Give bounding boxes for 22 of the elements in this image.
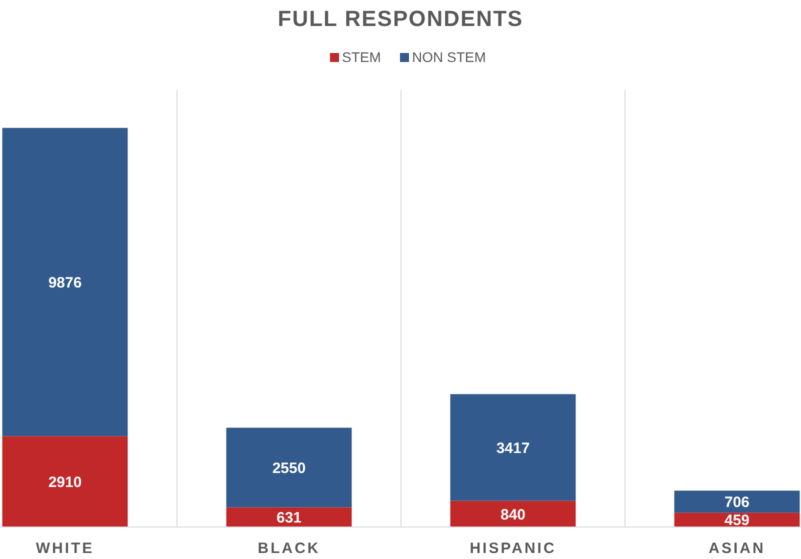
bar xyxy=(226,428,352,508)
x-tick-label: ASIAN xyxy=(708,540,766,557)
data-label: 631 xyxy=(276,510,302,527)
bar xyxy=(226,507,352,527)
bar xyxy=(450,394,576,501)
data-label: 459 xyxy=(724,512,750,530)
data-label: 2910 xyxy=(48,474,82,491)
bar xyxy=(2,128,128,436)
bar xyxy=(674,490,800,513)
bar xyxy=(450,500,576,527)
bar xyxy=(2,436,128,527)
data-label: 9876 xyxy=(48,274,82,292)
data-label: 840 xyxy=(500,506,526,524)
x-tick-label: WHITE xyxy=(36,540,94,557)
data-label: 2550 xyxy=(272,460,306,477)
legend-label: STEM xyxy=(342,49,381,65)
chart-title: FULL RESPONDENTS xyxy=(278,6,524,31)
data-label: 706 xyxy=(724,494,750,512)
legend-label: NON STEM xyxy=(412,49,486,65)
data-label: 3417 xyxy=(496,440,530,457)
x-tick-label: HISPANIC xyxy=(470,540,556,557)
x-tick-label: BLACK xyxy=(258,540,320,557)
